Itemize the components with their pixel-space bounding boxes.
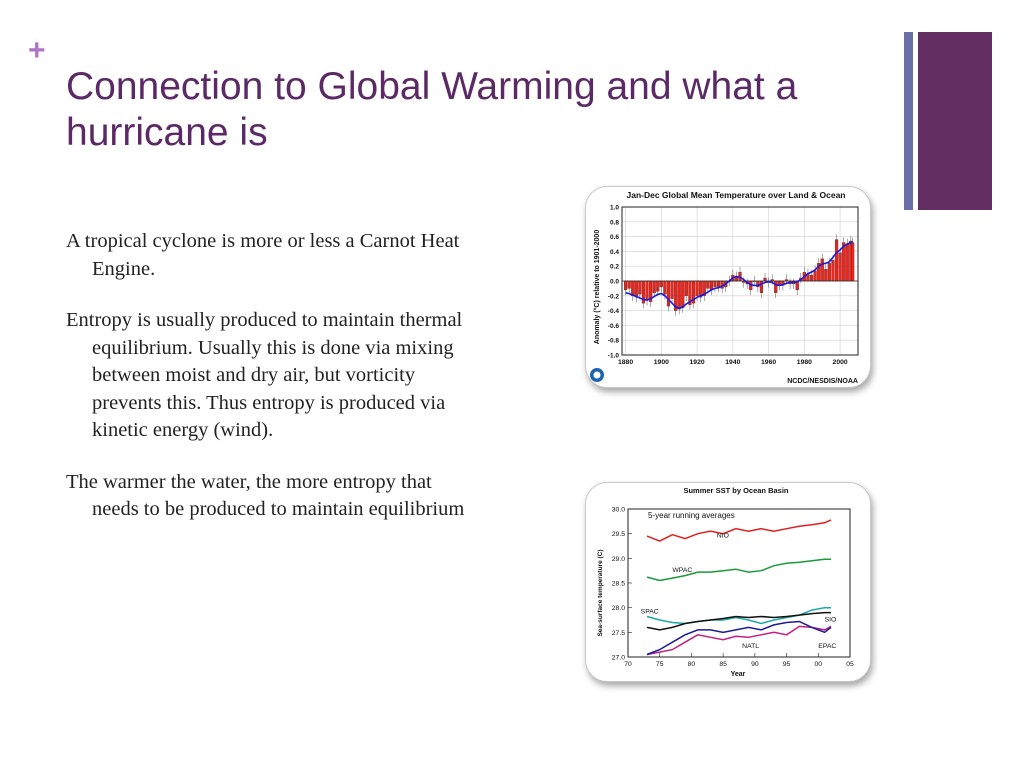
chart1-ytick-label: 1.0 <box>610 205 619 212</box>
chart2-ytick-label: 29.0 <box>612 556 625 563</box>
chart1-credit: NCDC/NESDIS/NOAA <box>787 378 858 385</box>
chart2-xtick-label: 85 <box>719 661 727 668</box>
sst-ocean-basin-chart: Summer SST by Ocean Basin 5-year running… <box>585 482 871 682</box>
global-temperature-chart-svg: Jan-Dec Global Mean Temperature over Lan… <box>590 190 859 385</box>
chart1-xtick-label: 1980 <box>797 359 812 366</box>
chart1-ytick-label: -1.0 <box>608 353 620 360</box>
chart2-series-label: WPAC <box>672 567 692 574</box>
chart2-ytick-label: 29.5 <box>612 531 625 538</box>
chart2-ylabel: Sea-surface temperature (C) <box>597 549 604 636</box>
chart1-ytick-label: 0.6 <box>610 234 619 241</box>
chart1-xtick-label: 1880 <box>618 359 633 366</box>
chart1-bar <box>834 239 839 282</box>
chart1-bar <box>851 242 855 282</box>
chart1-xtick-label: 2000 <box>833 359 848 366</box>
chart1-xtick-label: 1960 <box>761 359 776 366</box>
chart2-ytick-label: 28.0 <box>612 605 625 612</box>
sst-ocean-basin-chart-svg: Summer SST by Ocean Basin 5-year running… <box>597 486 854 678</box>
chart2-series-spac <box>646 606 831 625</box>
chart2-xtick-label: 90 <box>751 661 759 668</box>
chart1-xtick-label: 1900 <box>654 359 669 366</box>
chart2-xtick-label: 00 <box>815 661 823 668</box>
body-text: A tropical cyclone is more or less a Car… <box>66 228 466 548</box>
chart2-series-label: NIO <box>717 533 729 540</box>
chart2-ytick-label: 27.5 <box>612 630 625 637</box>
chart2-series-label: NATL <box>742 643 759 650</box>
chart2-series-label: EPAC <box>818 643 836 650</box>
chart2-xtick-label: 95 <box>783 661 791 668</box>
paragraph-warmer-water: The warmer the water, the more entropy t… <box>66 470 465 521</box>
chart1-ytick-label: -0.8 <box>608 338 620 345</box>
chart2-series-label: SIO <box>825 616 837 623</box>
plus-bullet-icon: + <box>28 34 46 67</box>
chart2-series-sio <box>646 611 831 631</box>
global-temperature-chart: Jan-Dec Global Mean Temperature over Lan… <box>585 186 871 388</box>
chart1-ytick-label: 0.2 <box>610 264 619 271</box>
chart2-series-wpac <box>646 558 831 582</box>
slide-title: Connection to Global Warming and what a … <box>66 65 798 154</box>
chart2-xtick-label: 80 <box>688 661 696 668</box>
chart2-series-label: SPAC <box>641 609 659 616</box>
chart2-plot-frame <box>627 508 851 658</box>
chart1-ylabel: Anomaly (°C) relative to 1901-2000 <box>593 230 601 345</box>
chart2-ytick-label: 27.0 <box>612 655 625 662</box>
chart2-series-nio <box>646 519 832 542</box>
paragraph-entropy: Entropy is usually produced to maintain … <box>66 309 463 441</box>
chart1-ytick-label: 0.8 <box>610 219 619 226</box>
chart2-title: Summer SST by Ocean Basin <box>683 486 788 495</box>
chart1-xtick-label: 1920 <box>690 359 705 366</box>
noaa-logo-inner <box>593 371 601 379</box>
chart2-xtick-label: 70 <box>624 661 632 668</box>
chart2-xtick-label: 75 <box>656 661 664 668</box>
paragraph-carnot: A tropical cyclone is more or less a Car… <box>66 230 460 280</box>
chart2-xlabel: Year <box>731 671 746 678</box>
accent-block <box>918 32 992 210</box>
chart1-bar <box>845 243 849 282</box>
chart2-xtick-label: 05 <box>846 661 854 668</box>
accent-stripe <box>904 32 913 210</box>
chart1-ytick-label: -0.6 <box>608 323 620 330</box>
chart1-ytick-label: -0.2 <box>608 293 620 300</box>
chart2-series-natl <box>646 625 832 656</box>
chart1-title: Jan-Dec Global Mean Temperature over Lan… <box>626 190 845 200</box>
chart1-ytick-label: 0.0 <box>610 279 619 286</box>
chart2-subtitle: 5-year running averages <box>648 511 735 520</box>
chart2-ytick-label: 28.5 <box>612 581 625 588</box>
chart1-ytick-label: 0.4 <box>610 249 619 256</box>
chart2-series-epac <box>646 620 832 656</box>
chart1-smoothed-line <box>625 241 853 310</box>
chart1-ytick-label: -0.4 <box>608 308 620 315</box>
chart2-ytick-label: 30.0 <box>612 507 625 514</box>
chart1-xtick-label: 1940 <box>725 359 740 366</box>
chart1-plot-frame <box>621 206 859 356</box>
